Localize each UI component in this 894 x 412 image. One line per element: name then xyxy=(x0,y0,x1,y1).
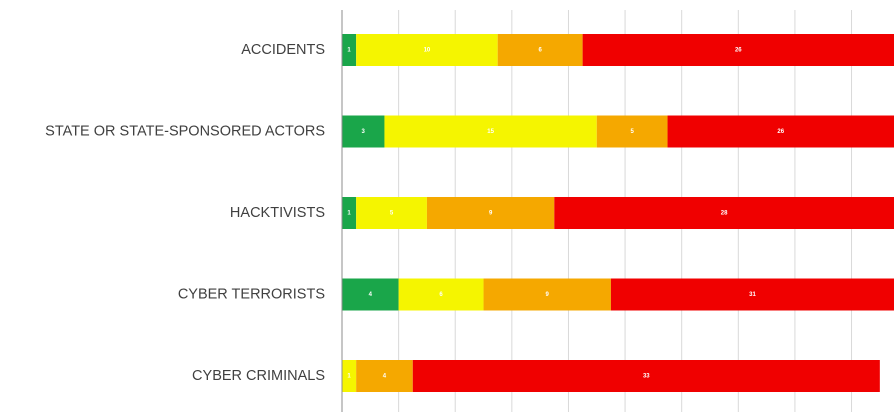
bar-segment xyxy=(667,115,894,148)
bar-segment xyxy=(356,360,413,392)
value-label: 33 xyxy=(643,374,650,380)
bar-segment xyxy=(342,197,357,229)
value-label: 15 xyxy=(487,129,494,135)
value-label: 5 xyxy=(630,129,634,135)
value-label: 1 xyxy=(347,374,351,380)
bar-segment xyxy=(596,115,668,148)
bar-segment xyxy=(342,34,357,66)
category-label: CYBER CRIMINALS xyxy=(192,368,325,384)
value-label: 1 xyxy=(347,211,351,217)
bar-segment xyxy=(356,197,427,229)
bar-segment xyxy=(342,278,399,311)
value-label: 6 xyxy=(538,48,542,54)
bar-segment xyxy=(582,34,894,66)
bar-segment xyxy=(412,360,880,392)
bar-segment xyxy=(610,278,894,311)
bar-segment xyxy=(356,34,498,66)
category-label: HACKTIVISTS xyxy=(230,205,325,221)
bar-segment xyxy=(426,197,555,229)
value-label: 4 xyxy=(369,292,373,298)
bar-segment xyxy=(483,278,611,311)
value-label: 5 xyxy=(390,211,394,217)
value-label: 3 xyxy=(362,129,366,135)
value-label: 4 xyxy=(383,374,387,380)
value-label: 28 xyxy=(721,211,728,217)
value-label: 1 xyxy=(347,48,351,54)
value-label: 9 xyxy=(489,211,493,217)
bar-segment xyxy=(497,34,583,66)
bar-segment xyxy=(398,278,484,311)
value-label: 10 xyxy=(424,48,431,54)
category-label: ACCIDENTS xyxy=(241,42,325,58)
value-label: 6 xyxy=(439,292,443,298)
value-label: 9 xyxy=(546,292,550,298)
bar-segment xyxy=(554,197,894,229)
bar-segment xyxy=(384,115,597,148)
category-label: STATE OR STATE-SPONSORED ACTORS xyxy=(45,123,325,139)
bar-segment xyxy=(342,360,357,392)
bar-segment xyxy=(342,115,385,148)
category-label: CYBER TERRORISTS xyxy=(178,286,325,302)
value-label: 31 xyxy=(749,292,756,298)
value-label: 26 xyxy=(777,129,784,135)
value-label: 26 xyxy=(735,48,742,54)
